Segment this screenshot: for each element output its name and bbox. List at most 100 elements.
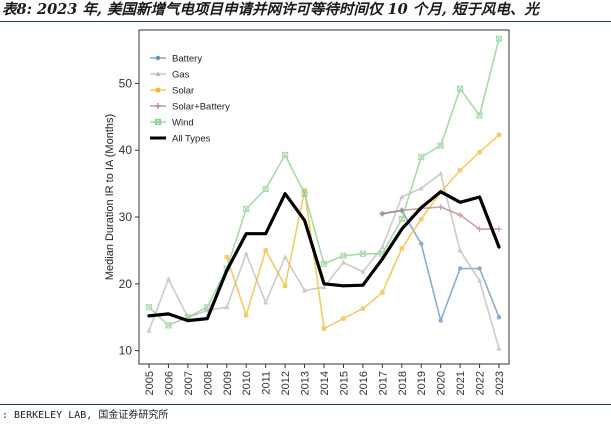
title-rule [0, 21, 611, 22]
data-point-gas [282, 254, 288, 260]
data-point-wind [262, 185, 269, 193]
data-point-solar [244, 313, 249, 318]
data-point-wind [320, 260, 328, 267]
x-tick-label: 2007 [183, 371, 195, 395]
data-point-gas [321, 284, 327, 290]
data-point-solar [457, 168, 463, 173]
data-point-gas [301, 287, 308, 293]
data-point-wind [243, 205, 250, 213]
data-point-wind [476, 112, 483, 119]
legend-marker-wind [154, 118, 162, 126]
data-point-solar-battery [496, 226, 502, 233]
data-point-wind [398, 215, 405, 223]
data-point-solar [419, 216, 424, 222]
data-point-battery [477, 266, 482, 271]
x-tick-label: 2011 [261, 371, 273, 395]
x-tick-label: 2008 [202, 371, 214, 395]
x-tick-label: 2012 [280, 371, 292, 395]
y-tick-label: 20 [119, 277, 133, 291]
source-note: : BERKELEY LAB, 国金证券研究所 [2, 410, 169, 421]
legend-label-all-types: All Types [172, 134, 211, 145]
data-point-wind [495, 35, 503, 42]
data-point-gas [165, 276, 172, 282]
data-point-wind [165, 322, 172, 329]
series-solar [224, 132, 502, 331]
x-tick-label: 2013 [300, 371, 312, 395]
data-point-solar [477, 150, 482, 155]
data-point-gas [340, 259, 347, 265]
data-point-solar [302, 188, 307, 193]
data-point-solar [263, 248, 268, 253]
data-point-gas [360, 269, 366, 274]
x-tick-label: 2017 [377, 371, 389, 395]
x-tick-label: 2015 [338, 371, 350, 395]
data-point-battery [496, 315, 502, 320]
legend-marker-solar [155, 87, 161, 93]
x-tick-label: 2005 [144, 371, 156, 395]
series-layer [145, 35, 503, 351]
x-tick-label: 2016 [358, 371, 370, 395]
legend-marker-solar-battery [155, 103, 161, 109]
series-wind [145, 35, 503, 329]
data-point-solar [224, 254, 229, 260]
data-point-gas [438, 170, 444, 176]
x-tick-label: 2010 [241, 371, 253, 395]
data-point-gas [418, 185, 424, 191]
series-line-all-types [147, 190, 501, 323]
legend: Battery Gas Solar Solar+Battery Wind All Type… [150, 54, 230, 145]
data-point-wind [340, 252, 347, 259]
data-point-solar [282, 283, 288, 289]
data-point-gas [146, 327, 152, 333]
legend-label-battery: Battery [172, 54, 202, 65]
x-tick-label: 2020 [436, 371, 448, 395]
y-axis: 10 20 30 40 50 [119, 76, 139, 358]
figure-title: 表8: 2023 年, 美国新增气电项目申请并网许可等待时间仅 10 个月, 短… [2, 1, 539, 18]
data-point-battery [457, 266, 463, 271]
x-tick-label: 2018 [397, 371, 409, 395]
data-point-gas [476, 277, 483, 283]
data-point-gas [457, 247, 463, 253]
x-tick-label: 2014 [319, 371, 331, 395]
legend-label-solar-battery: Solar+Battery [172, 102, 230, 113]
x-tick-label: 2023 [494, 371, 506, 395]
data-point-battery [419, 241, 424, 246]
data-point-gas [379, 244, 385, 250]
data-point-wind [301, 190, 308, 197]
data-point-gas [243, 250, 249, 256]
data-point-gas [496, 345, 502, 351]
series-all-types [147, 190, 501, 323]
data-point-wind [145, 304, 153, 311]
x-tick-label: 2021 [455, 371, 467, 395]
legend-marker-battery [155, 55, 161, 61]
legend-label-gas: Gas [172, 70, 190, 81]
legend-label-wind: Wind [172, 118, 194, 129]
data-point-wind [437, 142, 444, 149]
legend-label-solar: Solar [172, 86, 194, 97]
y-axis-label: Median Duration IR to IA (Months) [104, 114, 116, 280]
x-tick-label: 2006 [163, 371, 175, 395]
data-point-solar-battery [437, 204, 444, 211]
data-point-solar [321, 326, 327, 331]
data-point-solar-battery [457, 212, 464, 219]
source-rule [0, 404, 611, 405]
data-point-solar [360, 306, 366, 311]
y-tick-label: 50 [119, 76, 133, 90]
data-point-solar-battery [379, 210, 386, 217]
data-point-solar [496, 132, 502, 138]
data-point-gas [399, 194, 405, 199]
data-point-gas [224, 304, 230, 310]
data-point-wind [418, 153, 425, 161]
x-tick-label: 2009 [222, 371, 234, 395]
data-point-gas [263, 299, 269, 305]
data-point-solar [380, 290, 385, 295]
x-axis: 2005 2006 2007 2008 2009 2010 2011 2012 2013 2014… [144, 364, 506, 395]
y-tick-label: 30 [119, 210, 133, 224]
data-point-wind [282, 151, 289, 159]
y-tick-label: 10 [119, 344, 133, 358]
x-tick-label: 2019 [416, 371, 428, 395]
y-tick-label: 40 [119, 143, 133, 157]
legend-marker-gas [155, 71, 161, 76]
data-point-solar [399, 246, 404, 251]
data-point-wind [457, 85, 464, 92]
